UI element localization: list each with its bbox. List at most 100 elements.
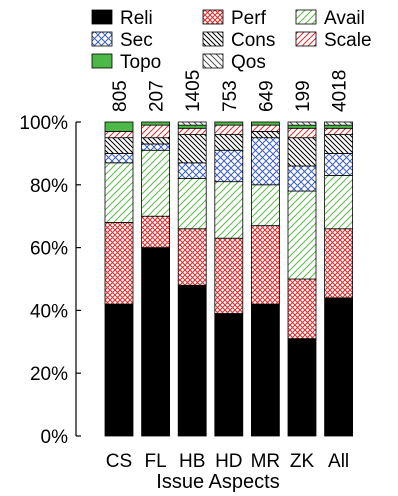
segment-zk-topo — [287, 124, 317, 129]
segment-fl-perf — [141, 215, 171, 248]
bar-fl — [141, 121, 171, 437]
segment-hd-scale — [214, 124, 244, 135]
segment-all-sec — [324, 152, 354, 176]
legend-label-avail: Avail — [324, 8, 365, 29]
segment-zk-sec — [287, 165, 317, 192]
legend-item-cons: Cons — [202, 30, 275, 51]
y-tick-label: 20% — [30, 364, 68, 385]
legend-item-sec: Sec — [91, 30, 153, 51]
segment-all-avail — [324, 174, 354, 230]
segment-hb-perf — [177, 228, 207, 286]
segment-mr-avail — [250, 184, 280, 227]
legend-swatch-cons — [202, 31, 224, 47]
legend-swatch-perf — [202, 9, 224, 25]
y-tick-label: 100% — [19, 113, 68, 134]
legend-item-qos: Qos — [202, 52, 266, 73]
segment-cs-avail — [104, 162, 134, 223]
count-label-hb: 1405 — [183, 70, 204, 112]
segment-cs-cons — [104, 137, 134, 154]
segment-fl-reli — [141, 247, 171, 437]
y-tick-label: 80% — [30, 176, 68, 197]
segment-zk-reli — [287, 338, 317, 437]
bars — [104, 121, 354, 437]
x-tick-label-hd: HD — [215, 451, 242, 472]
bar-cs — [104, 121, 134, 437]
x-tick-label-hb: HB — [179, 451, 205, 472]
segment-zk-cons — [287, 137, 317, 167]
segment-all-topo — [324, 124, 354, 129]
legend-label-qos: Qos — [231, 52, 266, 73]
legend: Reli Perf Avail Sec Cons Scale Topo Qos — [91, 8, 372, 73]
segment-mr-cons — [250, 131, 280, 139]
legend-swatch-scale — [295, 31, 317, 47]
segment-zk-avail — [287, 190, 317, 280]
segment-hd-cons — [214, 134, 244, 151]
x-tick-label-zk: ZK — [290, 451, 315, 472]
segment-zk-scale — [287, 127, 317, 139]
count-label-fl: 207 — [147, 80, 168, 112]
y-tick-label: 40% — [30, 301, 68, 322]
x-tick-label-all: All — [328, 451, 349, 472]
legend-label-cons: Cons — [231, 30, 275, 51]
legend-label-reli: Reli — [120, 8, 153, 29]
segment-fl-avail — [141, 149, 171, 217]
count-label-zk: 199 — [293, 80, 314, 112]
segment-mr-topo — [250, 121, 280, 126]
bar-all — [324, 121, 354, 437]
segment-hd-sec — [214, 149, 244, 183]
bar-mr — [250, 121, 280, 437]
y-axis: 0% 20% 40% 60% 80% 100% — [19, 113, 81, 448]
legend-item-avail: Avail — [295, 8, 365, 29]
legend-swatch-qos — [202, 53, 224, 69]
segment-hd-reli — [214, 313, 244, 437]
segment-zk-perf — [287, 278, 317, 340]
segment-hb-scale — [177, 127, 207, 135]
segment-mr-perf — [250, 225, 280, 305]
legend-item-reli: Reli — [91, 8, 153, 29]
segment-all-perf — [324, 228, 354, 299]
x-tick-label-fl: FL — [145, 451, 167, 472]
segment-fl-sec — [141, 143, 171, 151]
legend-label-scale: Scale — [324, 30, 372, 51]
x-axis-label: Issue Aspects — [156, 471, 279, 493]
segment-all-reli — [324, 297, 354, 437]
segment-all-qos — [324, 121, 354, 126]
count-label-mr: 649 — [256, 80, 277, 112]
segment-hb-reli — [177, 284, 207, 437]
count-label-all: 4018 — [330, 70, 351, 112]
legend-swatch-reli — [91, 9, 113, 25]
bar-counts: 805 207 1405 753 649 199 4018 — [110, 70, 351, 112]
bar-zk — [287, 121, 317, 437]
x-tick-label-cs: CS — [106, 451, 132, 472]
count-label-hd: 753 — [220, 80, 241, 112]
segment-hb-qos — [177, 121, 207, 126]
bar-hb — [177, 121, 207, 437]
segment-mr-sec — [250, 137, 280, 186]
legend-label-perf: Perf — [231, 8, 267, 29]
legend-label-sec: Sec — [120, 30, 153, 51]
segment-all-scale — [324, 127, 354, 135]
segment-hb-cons — [177, 134, 207, 164]
legend-item-perf: Perf — [202, 8, 267, 29]
legend-item-topo: Topo — [91, 52, 161, 73]
segment-fl-topo — [141, 121, 171, 126]
segment-fl-scale — [141, 124, 171, 139]
segment-cs-sec — [104, 152, 134, 164]
legend-item-scale: Scale — [295, 30, 372, 51]
y-tick-label: 0% — [41, 427, 69, 448]
segment-all-cons — [324, 134, 354, 154]
segment-cs-scale — [104, 131, 134, 139]
segment-hb-avail — [177, 178, 207, 230]
x-tick-label-mr: MR — [251, 451, 281, 472]
legend-swatch-avail — [295, 9, 317, 25]
segment-mr-scale — [250, 124, 280, 132]
count-label-cs: 805 — [110, 80, 131, 112]
segment-mr-reli — [250, 303, 280, 437]
segment-zk-qos — [287, 121, 317, 126]
segment-hd-perf — [214, 237, 244, 314]
legend-label-topo: Topo — [120, 52, 161, 73]
legend-swatch-topo — [91, 53, 113, 69]
segment-hb-sec — [177, 162, 207, 179]
segment-hd-avail — [214, 181, 244, 239]
